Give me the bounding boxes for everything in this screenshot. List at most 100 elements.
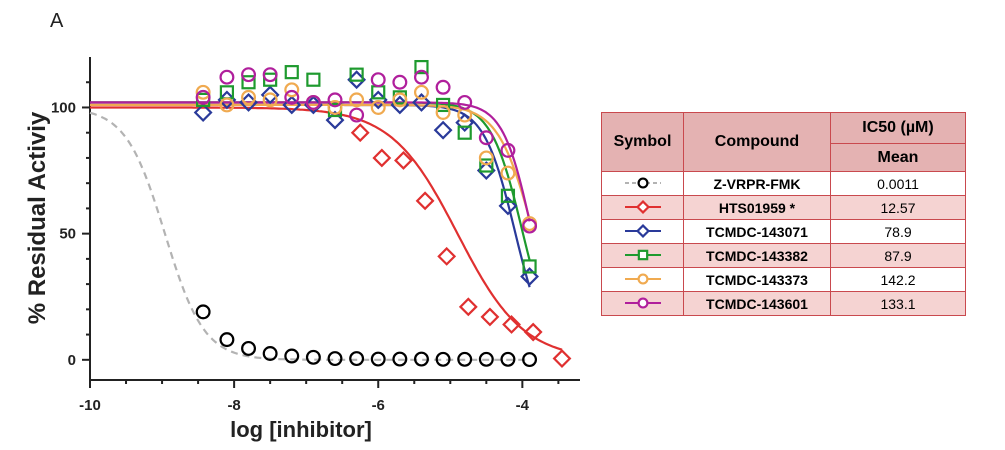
- data-point: [478, 130, 494, 146]
- legend-marker-group: [635, 200, 650, 215]
- legend-symbol-icon: [624, 224, 661, 239]
- legend-marker: [635, 224, 650, 239]
- data-point: [392, 351, 408, 367]
- data-point: [350, 123, 370, 143]
- legend-symbol: [601, 195, 684, 220]
- data-point: [478, 150, 494, 166]
- data-point: [195, 304, 211, 320]
- fit-curve: [90, 101, 531, 222]
- fit-curve: [90, 106, 563, 351]
- table-row: TCMDC-143601 133.1: [601, 291, 966, 316]
- data-point: [195, 89, 211, 105]
- legend-marker: [636, 273, 649, 285]
- data-point: [372, 148, 392, 168]
- ic50-value: 0.0011: [830, 171, 966, 196]
- table-row: TCMDC-143382 87.9: [601, 243, 966, 268]
- ic50-value: 12.57: [830, 195, 966, 220]
- fit-curve: [90, 103, 531, 288]
- data-point: [219, 69, 235, 85]
- data-point: [394, 151, 413, 170]
- data-point: [458, 297, 478, 317]
- y-axis-label: % Residual Activiy: [24, 111, 51, 324]
- legend-symbol: [601, 219, 684, 244]
- data-point: [500, 351, 516, 367]
- legend-marker-group: [636, 297, 649, 309]
- legend-symbol-icon: [624, 297, 661, 309]
- dose-response-chart: -10 -8 -6 -4 0 50 100 log [inhibitor] % Residu…: [24, 57, 580, 442]
- data-point: [500, 165, 516, 181]
- header-mean: Mean: [830, 143, 966, 172]
- data-point: [219, 97, 235, 113]
- fit-curves: [89, 101, 563, 361]
- data-point: [260, 85, 280, 105]
- x-axis-label: log [inhibitor]: [230, 417, 372, 442]
- legend-marker: [636, 297, 649, 309]
- legend-symbol-icon: [624, 200, 661, 215]
- data-point: [523, 322, 543, 342]
- data-point: [241, 89, 257, 105]
- data-point: [412, 92, 431, 112]
- table-row: TCMDC-143071 78.9: [601, 219, 966, 244]
- data-point: [303, 95, 323, 115]
- data-point: [284, 65, 299, 80]
- data-point: [435, 351, 451, 367]
- data-point: [457, 351, 473, 367]
- legend-symbol: [601, 291, 684, 316]
- data-point: [193, 103, 213, 122]
- data-point: [241, 340, 257, 356]
- data-point: [370, 99, 386, 115]
- data-point: [415, 191, 435, 211]
- data-point: [349, 351, 365, 367]
- compound-name: TCMDC-143373: [683, 267, 831, 292]
- ic50-value: 87.9: [830, 243, 966, 268]
- compound-name: Z-VRPR-FMK: [683, 171, 831, 196]
- data-point: [478, 351, 494, 367]
- data-point: [520, 267, 539, 286]
- data-point: [433, 120, 453, 140]
- data-point: [219, 332, 235, 348]
- legend-marker-group: [636, 177, 649, 189]
- data-point: [262, 346, 278, 361]
- legend-symbol-icon: [624, 250, 661, 261]
- data-point: [349, 107, 365, 123]
- compound-name: TCMDC-143382: [683, 243, 831, 268]
- data-point: [413, 84, 429, 100]
- legend-marker: [636, 177, 649, 189]
- x-tick-label: -4: [516, 397, 530, 414]
- data-point: [349, 92, 365, 108]
- data-point: [195, 84, 211, 100]
- data-point: [327, 99, 343, 115]
- compound-name: HTS01959 *: [683, 195, 831, 220]
- ic50-value: 133.1: [830, 291, 966, 316]
- legend-symbol: [601, 243, 684, 268]
- data-point: [306, 72, 321, 87]
- data-point: [305, 349, 321, 365]
- ic50-value: 142.2: [830, 267, 966, 292]
- table-row: HTS01959 * 12.57: [601, 195, 966, 220]
- table-row: TCMDC-143373 142.2: [601, 267, 966, 292]
- data-point: [435, 105, 451, 120]
- data-point: [305, 94, 321, 110]
- data-point: [284, 348, 300, 364]
- table-row: Z-VRPR-FMK 0.0011: [601, 171, 966, 196]
- x-tick-label: -8: [227, 397, 240, 414]
- data-point: [263, 72, 278, 87]
- data-point: [349, 67, 364, 82]
- data-point: [552, 349, 572, 368]
- data-point: [457, 94, 473, 110]
- data-point: [480, 307, 500, 327]
- ic50-value: 78.9: [830, 219, 966, 244]
- y-tick-label: 0: [68, 352, 76, 369]
- data-point: [241, 67, 257, 83]
- header-ic50: IC50 (µM): [830, 112, 966, 144]
- data-markers: [193, 59, 572, 368]
- data-point: [370, 351, 386, 367]
- legend-marker-group: [636, 273, 649, 285]
- data-point: [241, 75, 256, 90]
- x-tick-label: -6: [372, 397, 385, 414]
- legend-symbol: [601, 171, 684, 196]
- data-point: [284, 89, 300, 105]
- data-point: [522, 218, 538, 234]
- legend-symbol: [601, 267, 684, 292]
- x-tick-label: -10: [79, 397, 101, 414]
